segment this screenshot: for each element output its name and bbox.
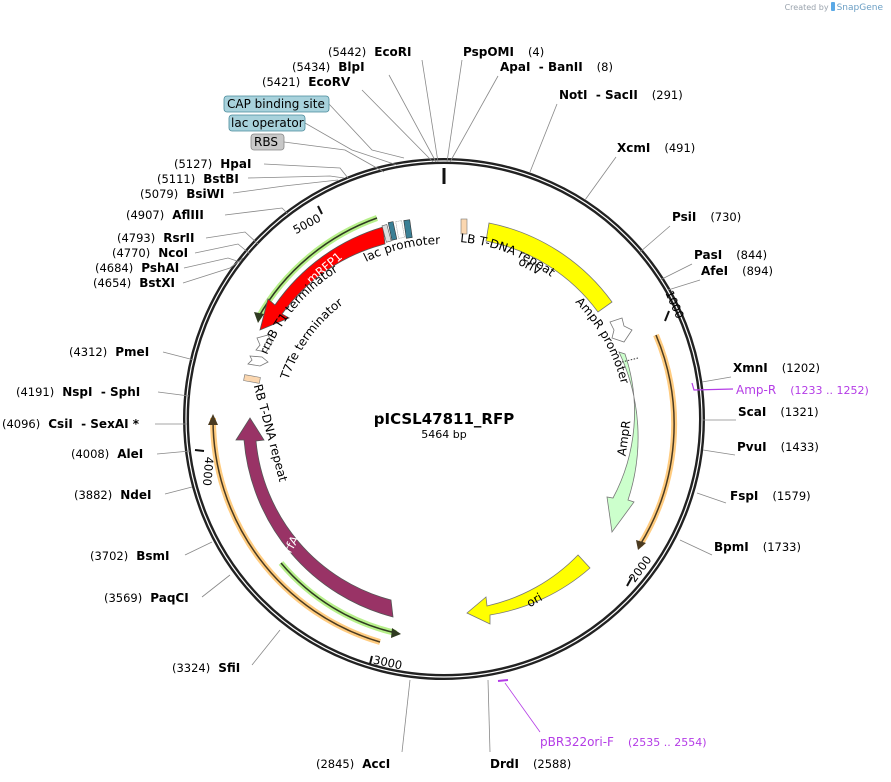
- enzyme-site-ecori[interactable]: (5442) EcoRI: [328, 45, 412, 59]
- tick-label-5000: 5000: [291, 211, 323, 237]
- tag-cap-binding-site[interactable]: [223, 95, 330, 113]
- plasmid-name: pICSL47811_RFP: [374, 410, 514, 428]
- feature-AmpR[interactable]: AmpR: [606, 351, 639, 534]
- enzyme-site-rsrii[interactable]: (4793) RsrII: [117, 231, 194, 245]
- svg-text:Amp-R(1233 .. 1252): Amp-R (1233 .. 1252): [736, 383, 869, 397]
- primer-amp-r[interactable]: Amp-R (1233 .. 1252): [736, 383, 869, 397]
- enzyme-site-bpmi[interactable]: BpmI (1733): [714, 540, 801, 554]
- enzyme-site-pshai[interactable]: (4684) PshAI: [95, 261, 179, 275]
- svg-text:lac operator: lac operator: [231, 116, 304, 130]
- primer-markers: [497, 382, 734, 733]
- enzyme-site-alei[interactable]: (4008) AleI: [71, 447, 143, 461]
- rb-repeat-block: [243, 374, 261, 384]
- enzyme-site-pvui[interactable]: PvuI (1433): [737, 440, 819, 454]
- tick-label-3000: 3000: [372, 653, 404, 673]
- tag-rbs[interactable]: [250, 133, 285, 151]
- svg-text:ori: ori: [524, 590, 545, 610]
- enzyme-site-acci[interactable]: (2845) AccI: [316, 757, 390, 771]
- feature-AmpR-promoter-arrow: [609, 317, 633, 343]
- plasmid-length: 5464 bp: [421, 428, 466, 441]
- enzyme-site-ndei[interactable]: (3882) NdeI: [74, 488, 152, 502]
- feature-tags: CAP binding site lac operator RBS: [223, 95, 405, 173]
- enzyme-site-scai[interactable]: ScaI (1321): [738, 405, 819, 419]
- enzyme-site-bstxi[interactable]: (4654) BstXI: [93, 276, 175, 290]
- enzyme-site-apai-banii[interactable]: ApaI - BanII (8): [500, 60, 613, 74]
- enzyme-site-drdi[interactable]: DrdI (2588): [490, 757, 571, 771]
- primer-pbr322ori-f[interactable]: pBR322ori-F (2535 .. 2554): [540, 735, 707, 749]
- lac-promoter-block: [381, 219, 413, 243]
- snapgene-credit: Created by SnapGene: [785, 2, 883, 13]
- enzyme-site-bsiwi[interactable]: (5079) BsiWI: [140, 187, 224, 201]
- enzyme-labels: (5442) EcoRI(5434) BlpI(5421) EcoRV PspOMI (4…: [2, 45, 820, 771]
- enzyme-site-pmei[interactable]: (4312) PmeI: [69, 345, 149, 359]
- enzyme-site-csii-sexai-[interactable]: (4096) CsiI - SexAI *: [2, 417, 140, 431]
- enzyme-site-ncoi[interactable]: (4770) NcoI: [112, 246, 188, 260]
- snapgene-logo-icon: [830, 2, 835, 11]
- enzyme-site-nspi-sphi[interactable]: (4191) NspI - SphI: [16, 385, 140, 399]
- enzyme-site-fspi[interactable]: FspI (1579): [730, 489, 811, 503]
- enzyme-site-xmni[interactable]: XmnI (1202): [733, 361, 820, 375]
- enzyme-site-ecorv[interactable]: (5421) EcoRV: [262, 75, 351, 89]
- credit-prefix: Created by: [784, 3, 829, 12]
- svg-text:AmpR: AmpR: [615, 419, 634, 456]
- svg-text:CAP binding site: CAP binding site: [227, 97, 325, 111]
- credit-brand: SnapGene: [836, 3, 883, 13]
- orf-arcs: [208, 215, 678, 645]
- enzyme-site-sfii[interactable]: (3324) SfiI: [172, 661, 240, 675]
- enzyme-site-pspomi[interactable]: PspOMI (4): [463, 45, 544, 59]
- tick-label-2000: 2000: [626, 553, 655, 585]
- svg-text:RBS: RBS: [254, 135, 278, 149]
- enzyme-site-bsmi[interactable]: (3702) BsmI: [90, 549, 170, 563]
- enzyme-site-bstbi[interactable]: (5111) BstBI: [157, 172, 239, 186]
- enzyme-site-noti-sacii[interactable]: NotI - SacII (291): [559, 88, 683, 102]
- svg-text:pBR322ori-F(2535 .. 2554): pBR322ori-F (2535 .. 2554): [540, 735, 707, 749]
- enzyme-site-paqci[interactable]: (3569) PaqCI: [104, 591, 189, 605]
- tick-label-4000: 4000: [200, 456, 216, 486]
- feature-trfA[interactable]: trfA: [235, 417, 394, 618]
- backbone: [183, 158, 705, 680]
- enzyme-site-xcmi[interactable]: XcmI (491): [617, 141, 695, 155]
- tag-lac-operator[interactable]: [228, 114, 306, 132]
- enzyme-leaders: [155, 59, 736, 753]
- enzyme-site-psii[interactable]: PsiI (730): [672, 210, 741, 224]
- enzyme-site-afliii[interactable]: (4907) AflIII: [126, 208, 204, 222]
- enzyme-site-hpai[interactable]: (5127) HpaI: [174, 157, 251, 171]
- enzyme-site-pasi[interactable]: PasI (844): [694, 248, 767, 262]
- feature-ori[interactable]: ori: [466, 554, 591, 625]
- terminator-arrows: [247, 334, 273, 367]
- lb-repeat-block: [460, 218, 468, 235]
- enzyme-site-afei[interactable]: AfeI (894): [701, 264, 773, 278]
- enzyme-site-blpi[interactable]: (5434) BlpI: [292, 60, 365, 74]
